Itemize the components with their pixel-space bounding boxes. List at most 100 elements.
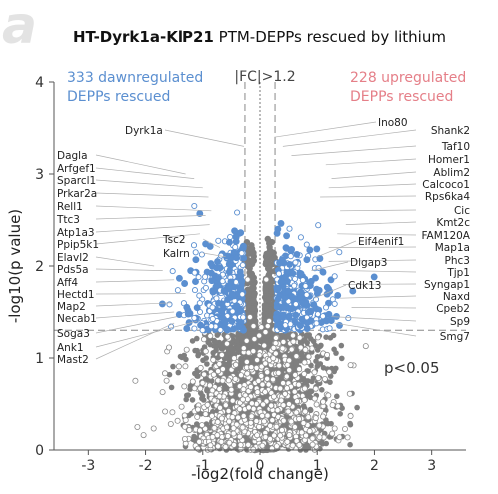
data-point bbox=[211, 397, 218, 404]
data-point bbox=[194, 347, 200, 354]
data-point bbox=[216, 386, 223, 393]
data-point bbox=[302, 346, 309, 353]
data-point bbox=[236, 406, 243, 413]
data-point bbox=[305, 353, 312, 360]
data-point bbox=[209, 387, 216, 394]
data-point bbox=[289, 332, 296, 339]
data-point bbox=[267, 435, 274, 442]
data-point bbox=[302, 432, 309, 439]
data-point bbox=[244, 262, 251, 269]
data-point bbox=[175, 369, 182, 376]
data-point bbox=[189, 378, 196, 385]
data-point bbox=[347, 421, 354, 428]
data-point bbox=[222, 443, 229, 450]
data-point bbox=[297, 344, 304, 351]
data-point bbox=[192, 249, 199, 256]
data-point bbox=[329, 430, 336, 437]
data-point bbox=[206, 382, 213, 389]
data-point bbox=[225, 407, 232, 414]
data-point bbox=[202, 348, 209, 355]
data-point bbox=[301, 359, 308, 366]
data-point bbox=[248, 272, 256, 279]
data-point bbox=[210, 356, 217, 363]
data-point bbox=[309, 441, 316, 448]
data-point bbox=[253, 418, 260, 425]
data-point bbox=[169, 409, 176, 416]
data-point bbox=[234, 209, 241, 216]
data-point bbox=[324, 351, 331, 358]
data-point bbox=[307, 406, 314, 413]
data-point bbox=[282, 390, 289, 397]
data-point bbox=[346, 390, 353, 397]
data-point bbox=[292, 371, 299, 378]
data-point bbox=[306, 428, 313, 435]
data-point bbox=[330, 332, 337, 339]
data-point bbox=[248, 364, 255, 371]
data-point bbox=[291, 423, 298, 430]
data-point bbox=[249, 305, 256, 313]
data-point bbox=[305, 378, 311, 384]
data-point bbox=[236, 433, 243, 440]
data-point bbox=[254, 432, 261, 439]
data-point bbox=[347, 412, 354, 419]
data-point bbox=[339, 355, 345, 362]
data-point bbox=[181, 423, 188, 430]
data-point bbox=[286, 357, 293, 364]
data-point bbox=[319, 387, 325, 393]
data-point bbox=[243, 358, 250, 365]
data-point bbox=[280, 380, 287, 387]
data-point bbox=[219, 377, 226, 384]
data-point bbox=[250, 249, 257, 256]
data-point bbox=[272, 334, 279, 341]
data-point bbox=[191, 385, 198, 392]
data-point bbox=[270, 344, 277, 351]
data-point bbox=[214, 332, 221, 338]
data-point bbox=[286, 432, 293, 439]
data-point bbox=[270, 393, 277, 400]
data-point bbox=[255, 377, 262, 384]
data-point bbox=[268, 248, 275, 255]
data-point bbox=[264, 375, 271, 382]
data-point bbox=[194, 335, 200, 342]
data-point bbox=[293, 409, 300, 416]
data-point bbox=[222, 402, 229, 409]
data-point bbox=[277, 385, 284, 392]
data-point bbox=[329, 402, 336, 409]
data-point bbox=[185, 392, 191, 398]
data-point bbox=[232, 375, 239, 382]
data-point bbox=[161, 370, 168, 377]
data-point bbox=[296, 441, 303, 448]
data-point bbox=[317, 361, 324, 367]
data-point bbox=[268, 402, 275, 409]
data-point bbox=[228, 386, 235, 393]
data-point bbox=[289, 442, 296, 449]
data-point bbox=[265, 381, 272, 388]
data-point bbox=[301, 385, 308, 392]
data-point bbox=[260, 401, 267, 408]
data-point bbox=[213, 347, 219, 354]
data-point bbox=[163, 377, 170, 384]
data-point bbox=[132, 377, 139, 384]
data-point bbox=[194, 421, 200, 427]
data-point bbox=[204, 361, 210, 367]
data-point bbox=[264, 369, 271, 376]
data-point bbox=[266, 265, 273, 273]
data-point bbox=[182, 363, 189, 370]
data-point bbox=[300, 420, 307, 427]
data-point bbox=[296, 334, 303, 341]
data-point bbox=[226, 418, 233, 425]
data-point bbox=[280, 417, 287, 424]
data-point bbox=[197, 385, 204, 392]
data-point bbox=[259, 442, 266, 449]
chart-title-model: HT-Dyrk1a-Kl bbox=[73, 28, 183, 46]
data-point bbox=[313, 401, 320, 408]
data-point bbox=[178, 403, 185, 410]
data-point bbox=[174, 417, 181, 424]
data-point bbox=[197, 364, 204, 371]
data-point bbox=[274, 407, 281, 414]
data-point bbox=[223, 340, 230, 347]
data-point bbox=[278, 397, 285, 404]
data-point bbox=[239, 396, 246, 403]
data-point bbox=[262, 329, 269, 336]
data-point bbox=[229, 397, 236, 404]
